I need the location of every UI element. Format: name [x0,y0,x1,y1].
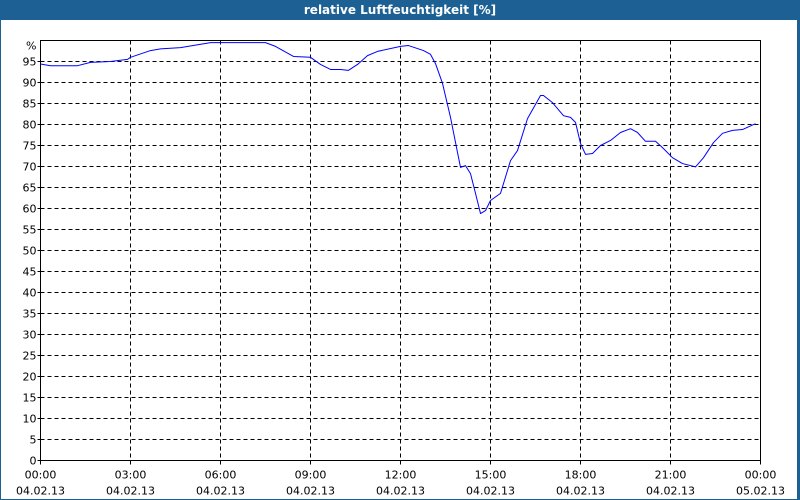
x-tick-time: 00:00 [25,469,57,482]
y-tick-label: 90 [23,77,37,90]
frame-border-right [797,20,800,500]
x-tick-time: 15:00 [475,469,507,482]
y-tick-label: 20 [23,371,37,384]
y-tick-label: 75 [23,140,37,153]
x-tick-time: 03:00 [115,469,147,482]
frame-border-left [0,20,1,500]
x-tick-date: 04.02.13 [286,485,335,498]
chart-title-bar: relative Luftfeuchtigkeit [%] [0,0,800,20]
y-tick-label: 50 [23,245,37,258]
y-tick-label: 55 [23,224,37,237]
y-tick-label: 80 [23,119,37,132]
y-tick-label: 35 [23,308,37,321]
y-tick-label: 10 [23,413,37,426]
y-tick-label: 15 [23,392,37,405]
y-unit-label: % [26,40,36,53]
y-tick-label: 60 [23,203,37,216]
y-tick-label: 95 [23,56,37,69]
x-tick-date: 04.02.13 [16,485,65,498]
x-tick-time: 12:00 [385,469,417,482]
x-tick-time: 09:00 [295,469,327,482]
x-tick-date: 05.02.13 [736,485,785,498]
x-tick-date: 04.02.13 [106,485,155,498]
plot-area-border [40,40,761,461]
x-tick-time: 21:00 [655,469,687,482]
x-tick-time: 00:00 [745,469,777,482]
y-tick-label: 85 [23,98,37,111]
x-tick-date: 04.02.13 [466,485,515,498]
x-tick-time: 06:00 [205,469,237,482]
series-line [40,42,756,215]
y-tick-label: 25 [23,350,37,363]
x-tick-date: 04.02.13 [376,485,425,498]
y-tick-label: 70 [23,161,37,174]
x-tick-date: 04.02.13 [196,485,245,498]
x-tick-time: 18:00 [565,469,597,482]
x-tick-date: 04.02.13 [556,485,605,498]
y-tick-label: 0 [30,455,37,468]
chart-title: relative Luftfeuchtigkeit [%] [303,3,497,17]
x-tick-date: 04.02.13 [646,485,695,498]
y-tick-label: 45 [23,266,37,279]
y-tick-label: 40 [23,287,37,300]
y-tick-label: 65 [23,182,37,195]
y-tick-label: 30 [23,329,37,342]
y-tick-label: 5 [30,434,37,447]
